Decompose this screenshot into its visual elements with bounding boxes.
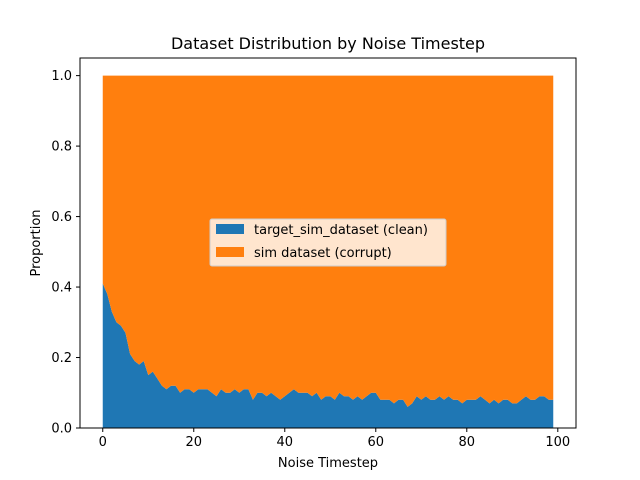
- y-tick-label: 0.4: [51, 281, 72, 296]
- y-tick-label: 0.0: [51, 422, 72, 437]
- y-tick-label: 0.2: [51, 351, 72, 366]
- y-tick-label: 0.8: [51, 140, 72, 155]
- y-axis-label: Proportion: [29, 209, 44, 276]
- x-tick-label: 0: [99, 435, 107, 450]
- legend-swatch-corrupt: [216, 247, 244, 257]
- x-tick-label: 80: [459, 435, 476, 450]
- x-tick-label: 20: [185, 435, 202, 450]
- legend-swatch-clean: [216, 224, 244, 234]
- y-tick-label: 1.0: [51, 69, 72, 84]
- x-tick-label: 100: [545, 435, 570, 450]
- chart-title: Dataset Distribution by Noise Timestep: [171, 34, 485, 53]
- x-axis-label: Noise Timestep: [278, 456, 378, 471]
- area-series-0: [102, 283, 554, 428]
- legend-label-corrupt: sim dataset (corrupt): [254, 246, 392, 261]
- legend: target_sim_dataset (clean) sim dataset (…: [209, 218, 447, 267]
- legend-box: [209, 218, 447, 267]
- axes-frame: [79, 57, 577, 429]
- axes: 0 20 40 60 80 100 0.0 0.2 0.4 0.6 0.8 1.0: [51, 57, 577, 450]
- x-tick-label: 60: [368, 435, 385, 450]
- x-tick-label: 40: [276, 435, 293, 450]
- legend-label-clean: target_sim_dataset (clean): [254, 223, 428, 238]
- y-tick-label: 0.6: [51, 210, 72, 225]
